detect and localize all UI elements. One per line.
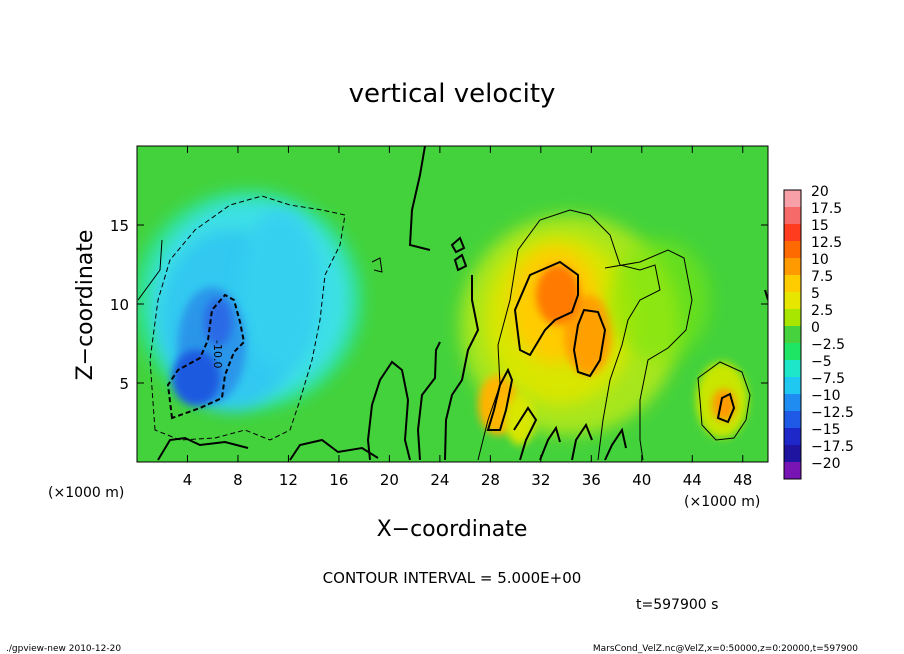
- x-tick-label: 40: [632, 471, 651, 489]
- colorbar-swatch: [784, 309, 801, 326]
- colorbar-swatch: [784, 394, 801, 411]
- colorbar-label: 15: [811, 218, 829, 234]
- colorbar-label: 0: [811, 320, 820, 336]
- x-tick-label: 4: [183, 471, 193, 489]
- colorbar-label: −15: [811, 422, 841, 438]
- y-tick-label: 5: [119, 375, 129, 393]
- contour-label: -10.0: [211, 340, 224, 368]
- colorbar-label: 12.5: [811, 235, 842, 251]
- colorbar-swatch: [784, 258, 801, 275]
- x-tick-label: 36: [582, 471, 601, 489]
- time-label: t=597900 s: [636, 597, 718, 613]
- colorbar-label: −2.5: [811, 337, 845, 353]
- x-tick-label: 28: [481, 471, 500, 489]
- colorbar-swatch: [784, 343, 801, 360]
- y-tick-label: 10: [110, 296, 129, 314]
- y-axis-title: Z−coordinate: [73, 230, 98, 381]
- colorbar-swatch: [784, 411, 801, 428]
- colorbar-swatch: [784, 428, 801, 445]
- colorbar-swatch: [784, 445, 801, 462]
- colorbar-swatch: [784, 462, 801, 479]
- colorbar-label: −20: [811, 456, 841, 472]
- chart-title: vertical velocity: [349, 79, 556, 109]
- contour-interval: CONTOUR INTERVAL = 5.000E+00: [323, 569, 582, 587]
- x-tick-label: 24: [430, 471, 449, 489]
- x-tick-label: 20: [380, 471, 399, 489]
- colorbar-label: 20: [811, 184, 829, 200]
- colorbar-swatch: [784, 190, 801, 207]
- x-unit-left: (×1000 m): [48, 485, 124, 501]
- contour-lines: [137, 146, 768, 461]
- colorbar: 2017.51512.5107.552.50−2.5−5−7.5−10−12.5…: [783, 184, 854, 480]
- x-unit-right: (×1000 m): [684, 494, 760, 510]
- colorbar-label: −17.5: [811, 439, 854, 455]
- colorbar-label: 7.5: [811, 269, 833, 285]
- colorbar-swatch: [784, 360, 801, 377]
- colorbar-swatch: [784, 292, 801, 309]
- colorbar-swatch: [784, 207, 801, 224]
- colorbar-swatch: [784, 241, 801, 258]
- dashed-contours: [149, 195, 346, 441]
- x-axis-title: X−coordinate: [377, 517, 528, 542]
- colorbar-label: −5: [811, 354, 832, 370]
- colorbar-label: −7.5: [811, 371, 845, 387]
- x-tick-label: 8: [233, 471, 243, 489]
- x-tick-label: 48: [733, 471, 752, 489]
- colorbar-label: 2.5: [811, 303, 833, 319]
- colorbar-swatch: [784, 224, 801, 241]
- velocity-field: [137, 190, 748, 445]
- colorbar-label: 10: [811, 252, 829, 268]
- x-tick-label: 16: [329, 471, 348, 489]
- footer-left: ./gpview-new 2010-12-20: [6, 644, 121, 654]
- x-tick-label: 12: [279, 471, 298, 489]
- footer-right: MarsCond_VelZ.nc@VelZ,x=0:50000,z=0:2000…: [593, 644, 858, 654]
- colorbar-swatch: [784, 377, 801, 394]
- x-tick-label: 32: [531, 471, 550, 489]
- x-tick-label: 44: [683, 471, 702, 489]
- colorbar-label: 17.5: [811, 201, 842, 217]
- colorbar-frame: [783, 189, 802, 480]
- x-axis-ticks: 4 8 12 16 20 24 28 32 36 40 44 48: [183, 146, 752, 489]
- colorbar-swatch: [784, 275, 801, 292]
- colorbar-label: −12.5: [811, 405, 854, 421]
- y-axis-ticks: 5 10 15: [110, 217, 768, 393]
- colorbar-label: −10: [811, 388, 841, 404]
- colorbar-label: 5: [811, 286, 820, 302]
- colorbar-swatch: [784, 326, 801, 343]
- y-tick-label: 15: [110, 217, 129, 235]
